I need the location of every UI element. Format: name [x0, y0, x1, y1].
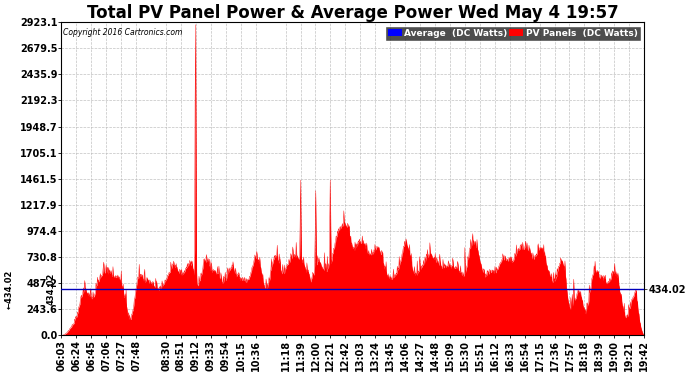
Title: Total PV Panel Power & Average Power Wed May 4 19:57: Total PV Panel Power & Average Power Wed…: [87, 4, 619, 22]
Text: ←434.02: ←434.02: [4, 269, 13, 309]
Text: 434.02: 434.02: [47, 273, 56, 305]
Legend: Average  (DC Watts), PV Panels  (DC Watts): Average (DC Watts), PV Panels (DC Watts): [386, 27, 640, 40]
Text: Copyright 2016 Cartronics.com: Copyright 2016 Cartronics.com: [63, 28, 182, 38]
